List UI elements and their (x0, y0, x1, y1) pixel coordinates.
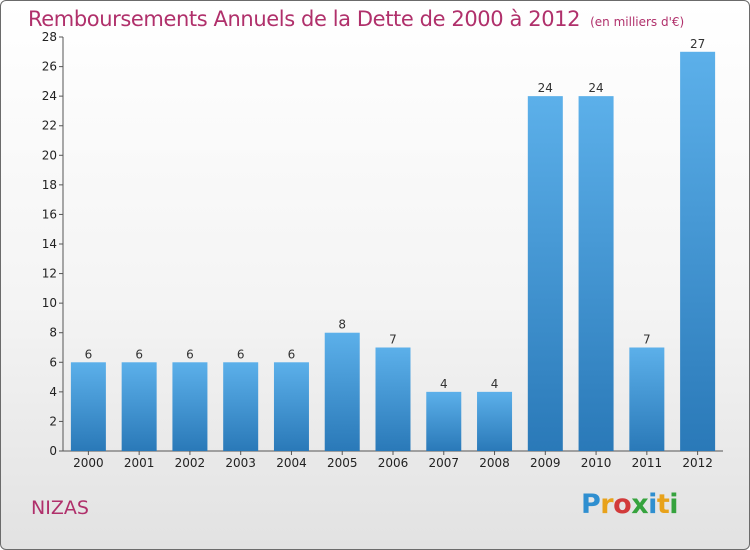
value-label: 6 (85, 347, 93, 361)
value-label: 24 (538, 81, 553, 95)
bar-2003 (223, 362, 259, 451)
logo-letter: o (613, 489, 632, 520)
logo-letter: i (669, 489, 679, 520)
bar-2001 (121, 362, 157, 451)
y-tick-label: 16 (42, 207, 57, 221)
proxiti-logo: Proxiti (581, 489, 679, 520)
bar-2000 (70, 362, 106, 451)
x-tick-label: 2005 (327, 456, 358, 470)
logo-letter: x (631, 489, 649, 520)
value-label: 7 (643, 333, 651, 347)
labels: 2000 6 2001 6 2002 6 2003 6 2004 6 2005 8 2006 7 2007 4… (73, 37, 713, 470)
logo-letter: P (581, 489, 601, 520)
y-tick-label: 10 (42, 296, 57, 310)
x-tick-label: 2010 (581, 456, 612, 470)
value-label: 24 (588, 81, 603, 95)
value-label: 6 (288, 347, 296, 361)
value-label: 4 (440, 377, 448, 391)
chart-unit: (en milliers d'€) (590, 15, 685, 29)
logo-letter: i (648, 489, 657, 520)
x-tick-label: 2006 (378, 456, 409, 470)
x-tick-label: 2000 (73, 456, 104, 470)
bar-2011 (629, 347, 665, 451)
y-tick-label: 26 (42, 60, 57, 74)
x-tick-label: 2007 (428, 456, 459, 470)
bar-2005 (324, 332, 360, 451)
chart-title: Remboursements Annuels de la Dette de 20… (28, 7, 684, 31)
x-tick-label: 2012 (682, 456, 713, 470)
value-label: 6 (186, 347, 194, 361)
x-tick-label: 2011 (632, 456, 663, 470)
value-label: 27 (690, 37, 705, 51)
value-label: 6 (237, 347, 245, 361)
value-label: 8 (338, 318, 346, 332)
x-tick-label: 2002 (175, 456, 206, 470)
value-label: 4 (491, 377, 499, 391)
y-tick-label: 8 (49, 326, 57, 340)
y-tick-label: 18 (42, 178, 57, 192)
bar-2006 (375, 347, 411, 451)
y-tick-label: 4 (49, 385, 57, 399)
x-tick-label: 2001 (124, 456, 155, 470)
y-tick-label: 22 (42, 119, 57, 133)
commune-name: NIZAS (31, 497, 89, 519)
x-tick-label: 2004 (276, 456, 307, 470)
chart-title-text: Remboursements Annuels de la Dette de 20… (28, 7, 581, 31)
y-tick-label: 0 (49, 444, 57, 458)
x-tick-label: 2009 (530, 456, 561, 470)
y-tick-label: 14 (42, 237, 57, 251)
value-label: 6 (135, 347, 143, 361)
x-tick-label: 2003 (225, 456, 256, 470)
x-tick-label: 2008 (479, 456, 510, 470)
bar-2004 (273, 362, 309, 451)
y-tick-label: 24 (42, 89, 57, 103)
bar-2009 (527, 96, 563, 452)
y-tick-label: 20 (42, 148, 57, 162)
bar-2007 (426, 391, 462, 451)
logo-letter: t (656, 489, 670, 520)
y-tick-label: 6 (49, 355, 57, 369)
bar-2002 (172, 362, 208, 451)
bar-2010 (578, 96, 614, 452)
logo-letter: r (600, 489, 614, 520)
bars (70, 51, 716, 452)
bar-2008 (477, 391, 513, 451)
y-tick-label: 12 (42, 267, 57, 281)
value-label: 7 (389, 333, 397, 347)
y-tick-label: 28 (42, 30, 57, 44)
bar-2012 (680, 51, 716, 452)
y-tick-label: 2 (49, 414, 57, 428)
